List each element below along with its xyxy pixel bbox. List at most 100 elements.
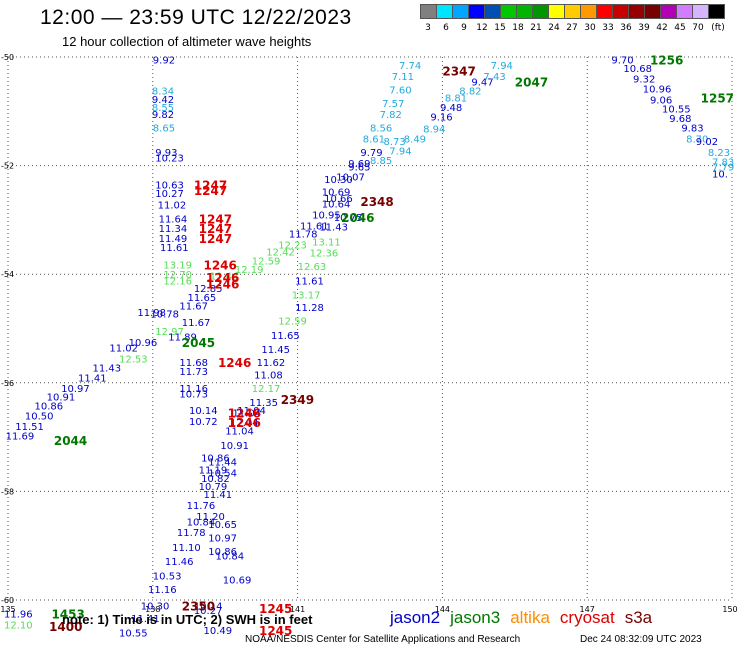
swh-observation: 12.63: [298, 262, 327, 273]
map-title: 12:00 — 23:59 UTC 12/22/2023: [40, 6, 352, 29]
swh-observation: 8.73: [384, 137, 406, 148]
swh-observation: 9.83: [681, 124, 703, 135]
satellite-legend: jason2 jason3 altika cryosat s3a: [390, 608, 662, 628]
swh-observation: 10.86: [201, 454, 230, 465]
lon-tick-label: 135: [0, 605, 15, 614]
swh-observation: 11.76: [187, 501, 216, 512]
swh-observation: 10.14: [189, 406, 218, 417]
legend-cryosat: cryosat: [559, 608, 615, 627]
swh-observation: 11.64: [159, 214, 188, 225]
swh-observation: 11.16: [148, 585, 177, 596]
swh-observation: 11.35: [249, 398, 278, 409]
observations-layer: 9.928.349.428.559.828.659.9310.2310.6310…: [4, 56, 734, 640]
pass-time-label: 1247: [194, 179, 227, 193]
scale-tick-label: 36: [620, 23, 632, 33]
lat-tick-label: -56: [1, 379, 14, 388]
swh-observation: 11.61: [300, 221, 329, 232]
swh-observation: 10.82: [201, 474, 230, 485]
map-grid: [7, 56, 733, 601]
swh-observation: 11.04: [237, 406, 266, 417]
swh-observation: 11.28: [295, 303, 324, 314]
pass-time-label: 2044: [54, 434, 87, 448]
swh-observation: 10.79: [199, 482, 228, 493]
swh-observation: 11.16: [179, 384, 208, 395]
swh-observation: 8.34: [152, 87, 174, 98]
swh-observation: 10.86: [35, 402, 64, 413]
swh-observation: 11.62: [257, 358, 286, 369]
swh-observation: 10.91: [47, 392, 76, 403]
swh-observation: 7.43: [483, 72, 505, 83]
swh-observation: 13.17: [292, 290, 321, 301]
pass-time-label: 1247: [199, 222, 232, 236]
swh-observation: 9.06: [650, 95, 672, 106]
swh-observation: 7.94: [491, 61, 513, 72]
pass-time-label: 1247: [199, 212, 232, 226]
scale-tick-label: 33: [602, 23, 614, 33]
swh-observation: 7.57: [382, 99, 404, 110]
swh-observation: 10.97: [208, 534, 237, 545]
swh-observation: 11.44: [208, 458, 237, 469]
swh-observation: 10.95: [312, 210, 341, 221]
lon-tick-label: 138: [145, 605, 160, 614]
swh-observation: 7.79: [712, 163, 734, 174]
swh-observation: 11.10: [172, 543, 201, 554]
swh-observation: 11.46: [165, 557, 194, 568]
swh-observation: 11.98: [137, 308, 166, 319]
swh-observation: 10.78: [150, 309, 179, 320]
swh-observation: 10.84: [216, 551, 245, 562]
scale-tick-label: 12: [476, 23, 488, 33]
swh-observation: 9.48: [440, 103, 462, 114]
swh-observation: 12.19: [235, 265, 264, 276]
swh-observation: 11.65: [188, 293, 217, 304]
swh-observation: 8.61: [363, 134, 385, 145]
scale-tick-label: 39: [638, 23, 650, 33]
swh-observation: 12.70: [163, 270, 192, 281]
swh-observation: 9.02: [696, 137, 718, 148]
swh-observation: 7.74: [399, 61, 421, 72]
swh-observation: 9.16: [430, 113, 452, 124]
swh-observation: 10.65: [208, 520, 237, 531]
pass-time-label: 2046: [341, 211, 374, 225]
swh-observation: 8.82: [459, 87, 481, 98]
swh-observation: 9.32: [633, 75, 655, 86]
swh-observation: 11.43: [92, 364, 121, 375]
swh-observation: 10.30: [324, 175, 353, 186]
scale-tick-label: 9: [461, 23, 467, 33]
legend-s3a: s3a: [624, 608, 653, 627]
swh-observation: 11.51: [15, 422, 44, 433]
scale-tick-label: 70: [692, 23, 704, 33]
swh-observation: 11.20: [196, 512, 225, 523]
swh-observation: 11.04: [232, 409, 261, 420]
swh-observation: 10.54: [208, 468, 237, 479]
timestamp-text: Dec 24 08:32:09 UTC 2023: [580, 634, 702, 645]
scale-unit-label: (ft): [711, 23, 725, 33]
swh-observation: 12.44: [210, 271, 239, 282]
credit-text: NOAA/NESDIS Center for Satellite Applica…: [245, 634, 521, 645]
swh-observation: 11.78: [177, 528, 206, 539]
swh-observation: 11.61: [295, 277, 324, 288]
swh-observation: 10.91: [220, 441, 249, 452]
scale-tick-label: 15: [494, 23, 506, 33]
scale-tick-label: 21: [530, 23, 542, 33]
pass-time-label: 1246: [228, 407, 261, 421]
swh-observation: 8.65: [153, 124, 175, 135]
pass-time-label: 1453: [51, 608, 84, 622]
swh-observation: 9.93: [155, 148, 177, 159]
swh-observation: 11.02: [109, 344, 138, 355]
swh-observation: 11.04: [225, 427, 254, 438]
swh-observation: 9.42: [152, 95, 174, 106]
scale-tick-label: 24: [548, 23, 560, 33]
swh-observation: 10.50: [25, 411, 54, 422]
swh-observation: 9.92: [153, 56, 175, 67]
pass-time-label: 1246: [228, 416, 261, 430]
pass-time-label: 1247: [199, 232, 232, 246]
swh-observation: 11.34: [159, 224, 188, 235]
lon-tick-label: 144: [435, 605, 450, 614]
pass-time-label: 1246: [203, 258, 236, 272]
pass-time-label: 1247: [194, 184, 227, 198]
pass-time-label: 1400: [49, 620, 82, 634]
swh-observation: 7.60: [389, 86, 411, 97]
swh-observation: 11.45: [261, 345, 290, 356]
swh-observation: 11.69: [6, 431, 35, 442]
swh-observation: 12.59: [278, 316, 307, 327]
